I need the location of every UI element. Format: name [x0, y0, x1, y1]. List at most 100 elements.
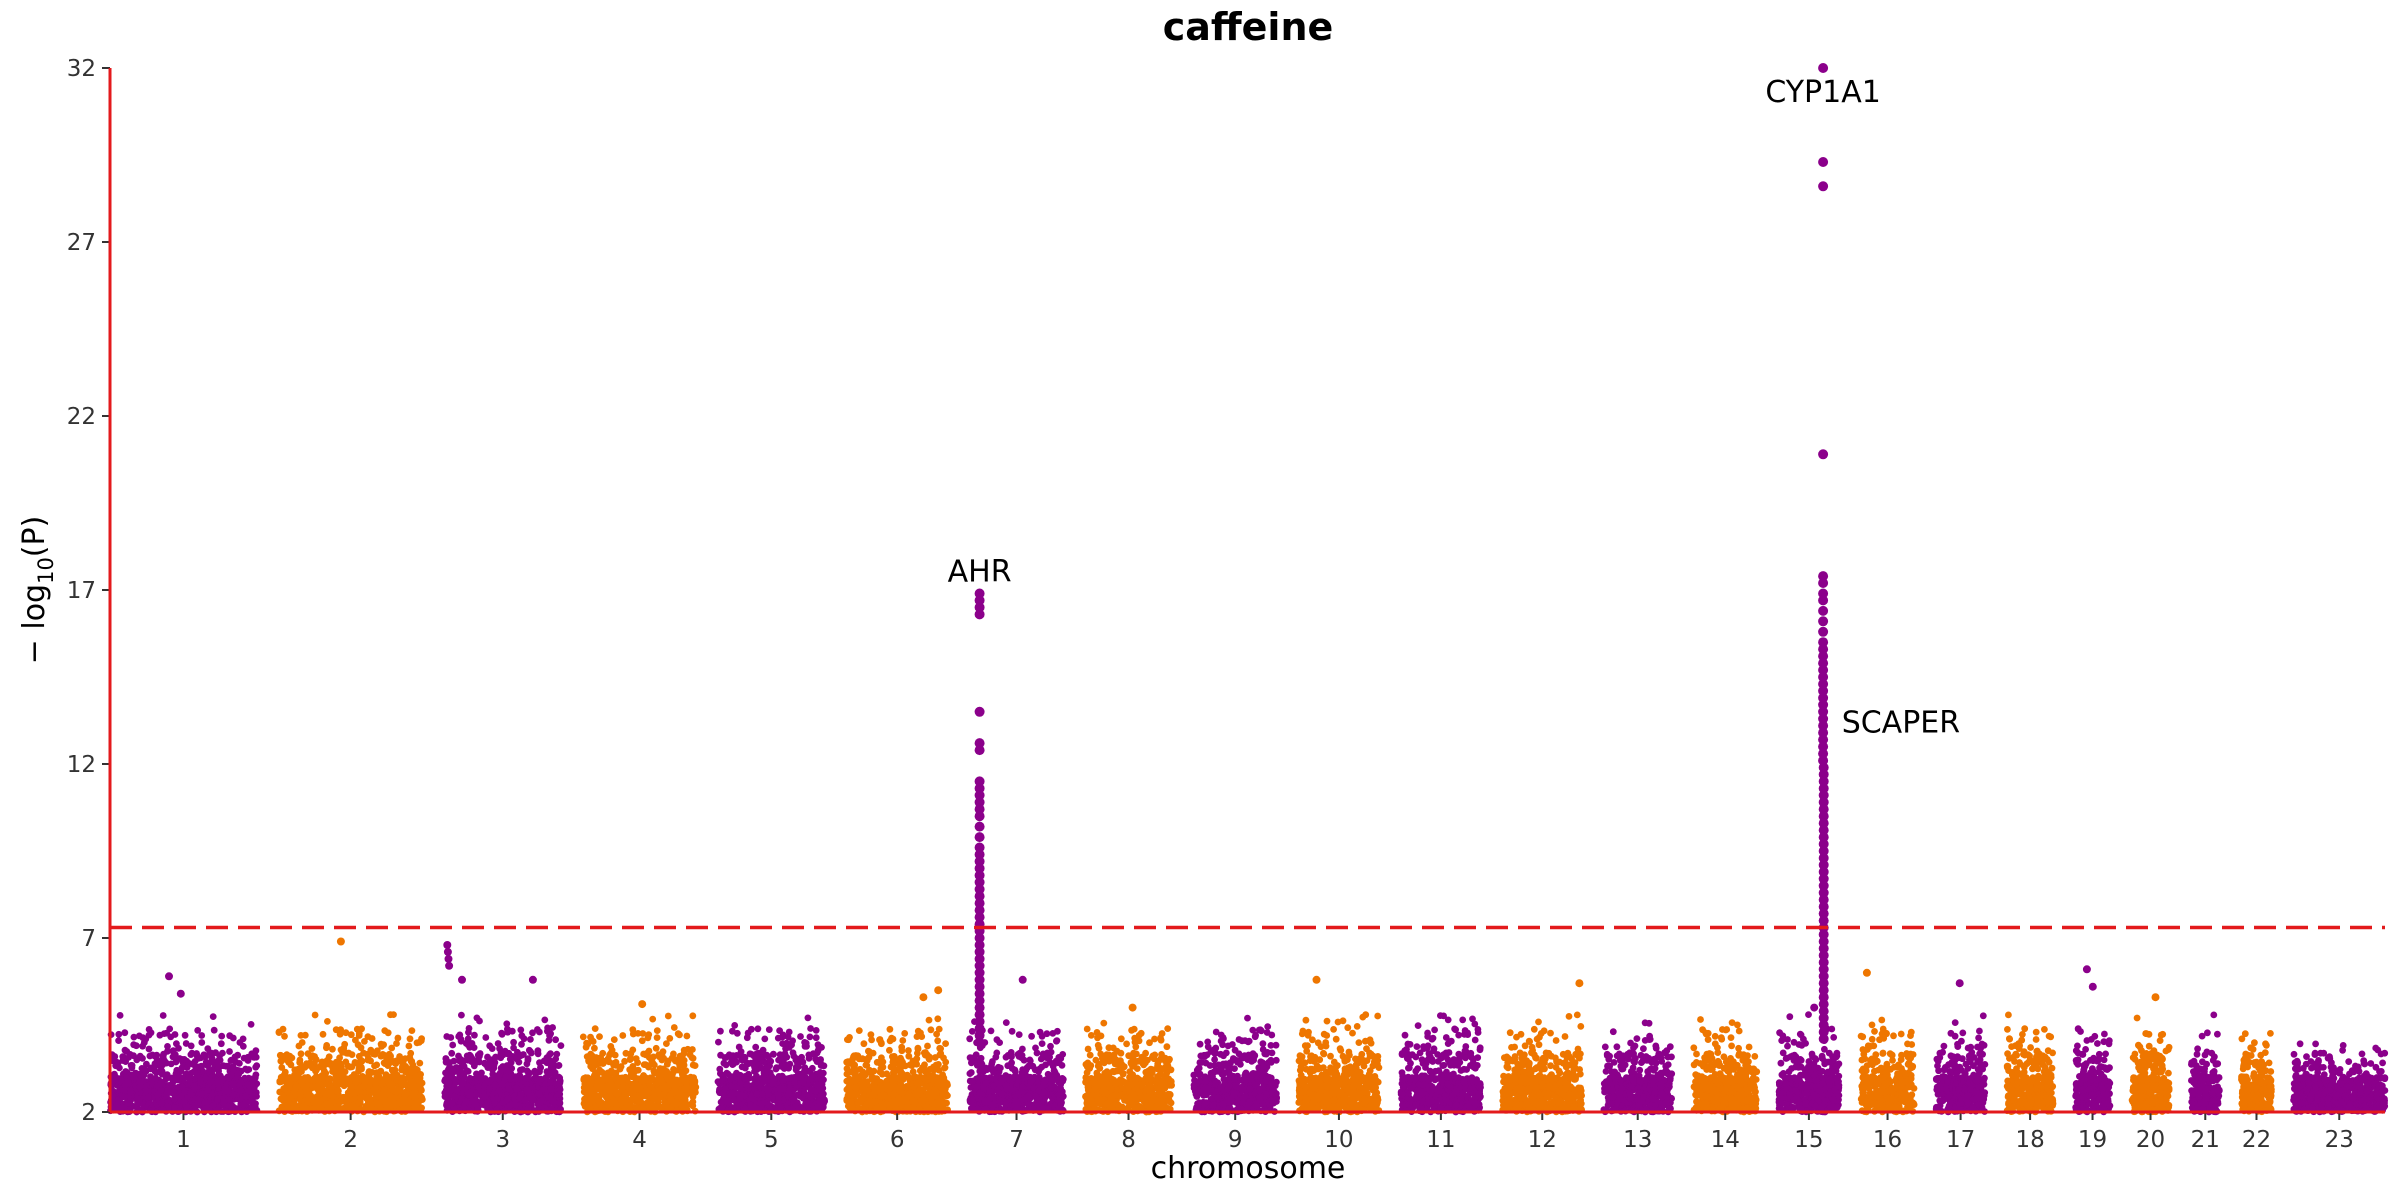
snp-point [717, 1070, 724, 1077]
snp-point [145, 1045, 153, 1053]
snp-point [937, 1050, 945, 1057]
snp-point [111, 1053, 119, 1060]
snp-point [388, 1066, 396, 1074]
snp-point [455, 1068, 463, 1076]
snp-point [806, 1033, 814, 1041]
snp-point [369, 1050, 377, 1058]
snp-point [543, 1068, 551, 1075]
snp-point [405, 1100, 412, 1108]
snp-point [775, 1073, 783, 1080]
snp-point [218, 1076, 226, 1083]
snp-point [731, 1022, 739, 1029]
snp-point [934, 1015, 942, 1023]
snp-point [336, 1030, 344, 1038]
snp-point [670, 1066, 677, 1073]
snp-point [779, 1040, 786, 1047]
snp-point [185, 1074, 193, 1082]
snp-point [135, 1054, 143, 1062]
snp-point [942, 1040, 949, 1047]
snp-point [376, 1103, 384, 1111]
snp-point [899, 1089, 906, 1097]
snp-point [205, 1067, 213, 1075]
snp-point [599, 1060, 607, 1067]
snp-point [291, 1100, 298, 1108]
snp-point [368, 1035, 376, 1042]
snp-point [728, 1082, 735, 1090]
snp-point [599, 1049, 607, 1057]
snp-point [358, 1057, 366, 1065]
snp-point [442, 1055, 450, 1062]
snp-point [889, 1058, 897, 1066]
snp-point [785, 1028, 793, 1036]
snp-point [547, 1085, 555, 1092]
snp-point [366, 1104, 374, 1112]
snp-point [804, 1014, 812, 1022]
snp-point [689, 1012, 697, 1020]
snp-point [319, 1064, 327, 1072]
snp-point [898, 1047, 906, 1055]
snp-point [903, 1084, 910, 1091]
snp-point [146, 1052, 154, 1060]
snp-point [408, 1057, 416, 1065]
snp-point [890, 1053, 898, 1060]
snp-point [193, 1052, 201, 1060]
snp-point [897, 1068, 905, 1075]
snp-point [858, 1080, 865, 1088]
snp-point [556, 1086, 564, 1093]
snp-point [119, 1057, 127, 1064]
snp-point [780, 1065, 788, 1072]
snp-point [688, 1100, 695, 1108]
snp-point [142, 1087, 150, 1095]
snp-point [119, 1093, 127, 1101]
y-axis-title-main: − log [17, 584, 52, 664]
snp-point [658, 1056, 666, 1064]
snp-point [634, 1066, 642, 1074]
snp-point [503, 1067, 511, 1074]
snp-point [913, 1079, 921, 1087]
snp-point [668, 1079, 676, 1086]
snp-point [762, 1084, 770, 1092]
snp-point [445, 1079, 453, 1087]
snp-point [353, 1025, 361, 1033]
snp-point [458, 1011, 465, 1019]
snp-point [458, 1095, 465, 1102]
snp-point [681, 1085, 689, 1093]
snp-point [332, 1080, 340, 1087]
snp-point [190, 1082, 198, 1089]
snp-point [459, 1079, 467, 1087]
snp-point [242, 1092, 250, 1100]
snp-point [198, 1090, 206, 1098]
snp-point [818, 1080, 826, 1088]
snp-point [308, 1045, 316, 1052]
snp-point [418, 1104, 425, 1112]
snp-point [505, 1085, 513, 1093]
snp-point [226, 1032, 234, 1040]
snp-point [754, 1025, 762, 1033]
snp-point [855, 1055, 863, 1063]
snp-point [124, 1099, 132, 1107]
snp-point [329, 1045, 336, 1053]
snp-point [156, 1081, 164, 1088]
snp-point [597, 1091, 605, 1099]
snp-point [678, 1101, 686, 1108]
snp-point [873, 1075, 881, 1082]
snp-point [541, 1016, 549, 1024]
snp-point [465, 1029, 472, 1036]
snp-point [524, 1074, 531, 1082]
snp-point [135, 1097, 143, 1104]
snp-point [891, 1074, 898, 1081]
snp-point [681, 1077, 688, 1084]
snp-point [634, 1030, 642, 1037]
snp-point [591, 1044, 598, 1052]
snp-point [301, 1064, 309, 1071]
snp-point [737, 1085, 744, 1092]
snp-point [807, 1025, 814, 1032]
snp-point [621, 1075, 628, 1083]
snp-point [933, 1030, 940, 1038]
snp-point [307, 1054, 315, 1061]
snp-point [311, 1011, 319, 1019]
snp-point [244, 1081, 251, 1089]
snp-point [391, 1101, 399, 1109]
snp-point [607, 1079, 615, 1087]
snp-point [926, 1053, 933, 1061]
